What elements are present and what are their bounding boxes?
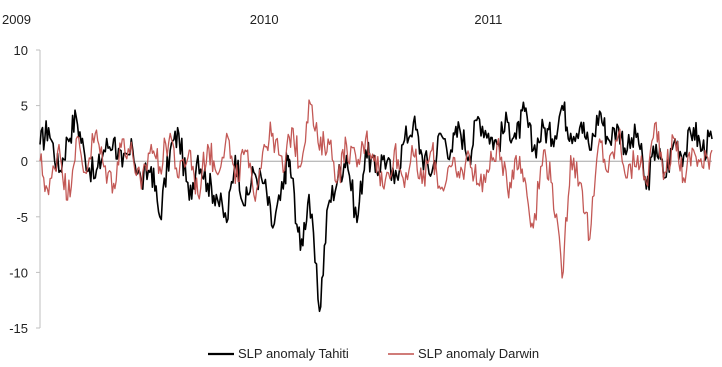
legend-label-darwin: SLP anomaly Darwin [418, 346, 539, 361]
y-tick-label: -10 [9, 265, 28, 280]
y-tick-label: 5 [21, 99, 28, 114]
series-layer [39, 99, 713, 313]
x-axis-ticks: 2009 2010 2011 [2, 12, 502, 27]
y-tick-label: -5 [16, 210, 28, 225]
y-tick-label: -15 [9, 321, 28, 336]
y-axis-ticks: 10 5 0 -5 -10 -15 [9, 43, 40, 336]
legend: SLP anomaly Tahiti SLP anomaly Darwin [208, 346, 539, 361]
legend-label-tahiti: SLP anomaly Tahiti [238, 346, 349, 361]
series-line-darwin [39, 99, 713, 279]
x-tick-label: 2010 [250, 12, 279, 27]
x-tick-label: 2011 [474, 12, 502, 27]
y-tick-label: 0 [21, 154, 28, 169]
y-tick-label: 10 [14, 43, 28, 58]
series-line-tahiti [39, 101, 713, 313]
x-tick-label: 2009 [2, 12, 31, 27]
